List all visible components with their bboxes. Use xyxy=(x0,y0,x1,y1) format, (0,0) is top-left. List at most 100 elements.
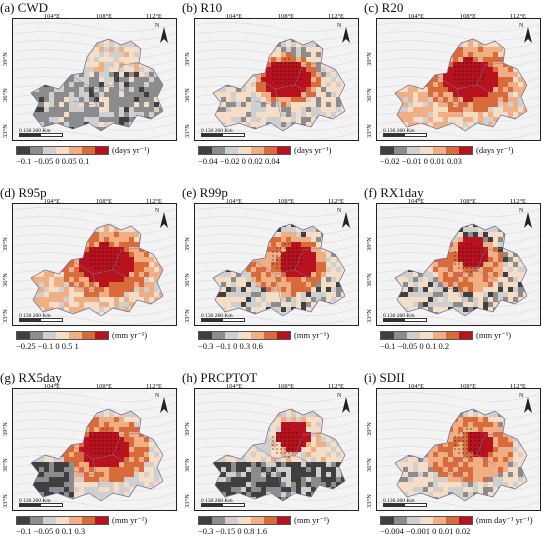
grid-cell xyxy=(119,482,124,487)
grid-cell xyxy=(109,422,114,427)
grid-cell xyxy=(311,87,316,92)
grid-cell xyxy=(119,297,124,302)
grid-cell xyxy=(119,242,124,247)
significance-dot xyxy=(280,62,282,64)
grid-cell xyxy=(331,272,336,277)
grid-cell xyxy=(216,447,221,452)
legend-swatch xyxy=(225,147,238,154)
grid-cell xyxy=(99,497,104,501)
grid-cell xyxy=(89,487,94,492)
grid-cell xyxy=(271,437,276,442)
grid-cell xyxy=(458,62,463,67)
grid-cell xyxy=(508,67,513,72)
grid-cell xyxy=(483,282,488,287)
grid-cell xyxy=(326,477,331,482)
significance-dot xyxy=(114,436,116,438)
grid-cell xyxy=(448,39,453,42)
grid-cell xyxy=(119,127,124,131)
grid-cell xyxy=(74,224,79,227)
grid-cell xyxy=(468,242,473,247)
grid-cell xyxy=(498,82,503,87)
longitude-label: 108°E xyxy=(95,13,113,20)
grid-cell xyxy=(478,42,483,47)
grid-cell xyxy=(316,232,321,237)
grid-cell xyxy=(44,97,49,102)
significance-dot xyxy=(466,267,468,269)
grid-cell xyxy=(478,112,483,117)
grid-cell xyxy=(256,487,261,492)
grid-cell xyxy=(488,92,493,97)
grid-cell xyxy=(458,77,463,82)
grid-cell xyxy=(523,242,527,247)
grid-cell xyxy=(483,302,488,307)
grid-cell xyxy=(139,287,144,292)
grid-cell xyxy=(306,77,311,82)
grid-cell xyxy=(296,317,301,322)
grid-cell xyxy=(221,447,226,452)
grid-cell xyxy=(438,262,443,267)
grid-cell xyxy=(473,87,478,92)
grid-cell xyxy=(301,452,306,457)
grid-cell xyxy=(144,472,149,477)
grid-cell xyxy=(104,112,109,117)
grid-cell xyxy=(346,417,351,422)
grid-cell xyxy=(281,117,286,122)
grid-cell xyxy=(39,447,44,452)
grid-cell xyxy=(281,97,286,102)
grid-cell xyxy=(266,292,271,297)
grid-cell xyxy=(443,112,448,117)
grid-cell xyxy=(316,282,321,287)
grid-cell xyxy=(286,297,291,302)
grid-cell xyxy=(336,287,341,292)
grid-cell xyxy=(231,302,236,307)
grid-cell xyxy=(144,447,149,452)
grid-cell xyxy=(306,457,311,462)
grid-cell xyxy=(316,412,321,417)
grid-cell xyxy=(74,262,79,267)
grid-cell xyxy=(134,232,139,237)
grid-cell xyxy=(129,482,134,487)
grid-cell xyxy=(79,82,84,87)
grid-cell xyxy=(59,472,64,477)
grid-cell xyxy=(144,47,149,52)
grid-cell xyxy=(261,97,266,102)
grid-cell xyxy=(104,287,109,292)
grid-cell xyxy=(99,422,104,427)
grid-cell xyxy=(296,427,301,432)
grid-cell xyxy=(498,122,503,127)
grid-cell xyxy=(99,122,104,127)
significance-dot xyxy=(462,74,464,76)
longitude-label: 104°E xyxy=(407,13,425,20)
legend-swatch xyxy=(30,147,43,154)
grid-cell xyxy=(213,417,216,422)
grid-cell xyxy=(79,307,84,312)
grid-cell xyxy=(134,87,139,92)
grid-cell xyxy=(134,227,139,232)
grid-cell xyxy=(251,272,256,277)
grid-cell xyxy=(513,97,518,102)
grid-cell xyxy=(276,67,281,72)
grid-cell xyxy=(44,107,49,112)
grid-cell xyxy=(89,302,94,307)
grid-cell xyxy=(114,502,119,507)
grid-cell xyxy=(59,42,64,47)
grid-cell xyxy=(44,57,49,62)
longitude-label: 112°E xyxy=(327,13,345,20)
grid-cell xyxy=(231,262,236,267)
grid-cell xyxy=(321,297,326,302)
grid-cell xyxy=(34,62,39,67)
grid-cell xyxy=(241,112,246,117)
grid-cell xyxy=(139,252,144,257)
grid-cell xyxy=(79,287,84,292)
region-boundary xyxy=(394,38,528,132)
grid-cell xyxy=(458,252,463,257)
grid-cell xyxy=(251,412,256,417)
grid-cell xyxy=(291,92,296,97)
grid-cell xyxy=(493,117,498,122)
grid-cell xyxy=(301,437,306,442)
longitude-label: 108°E xyxy=(95,383,113,390)
grid-cell xyxy=(134,112,139,117)
grid-cell xyxy=(139,62,144,67)
grid-cell xyxy=(271,82,276,87)
grid-cell xyxy=(321,132,326,137)
